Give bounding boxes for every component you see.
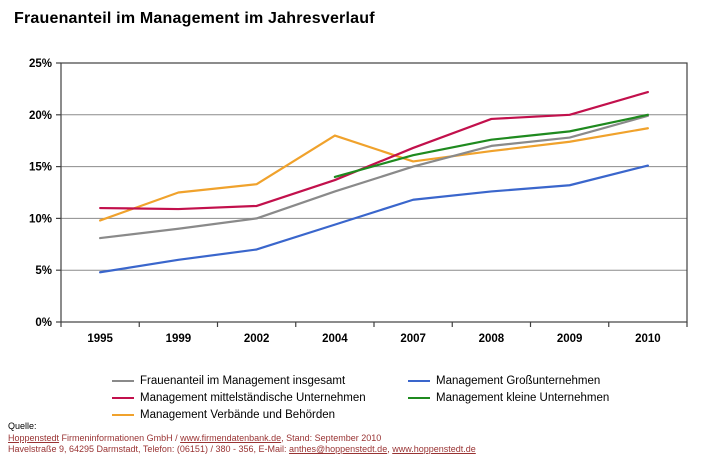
- legend-label: Management Großunternehmen: [436, 375, 601, 387]
- plot-border: [60, 62, 688, 323]
- legend-item: Frauenanteil im Management insgesamt: [112, 375, 400, 387]
- series-line-5: [99, 127, 649, 222]
- footer-text: Havelstraße 9, 64295 Darmstadt, Telefon:…: [8, 444, 289, 454]
- legend-line-swatch-icon: [408, 397, 430, 399]
- source-line-2: Havelstraße 9, 64295 Darmstadt, Telefon:…: [8, 444, 476, 456]
- x-axis-label: 1995: [87, 333, 113, 345]
- chart-legend: Frauenanteil im Management insgesamt Mana…: [112, 375, 609, 421]
- y-axis-label: 10%: [29, 213, 52, 225]
- footer-link[interactable]: anthes@hoppenstedt.de: [288, 444, 388, 454]
- legend-line-swatch-icon: [112, 397, 134, 399]
- source-line-1: Hoppenstedt Firmeninformationen GmbH / w…: [8, 433, 476, 445]
- legend-item: Management Verbände und Behörden: [112, 409, 400, 421]
- x-axis-label: 1999: [166, 333, 192, 345]
- legend-label: Management kleine Unternehmen: [436, 392, 610, 404]
- y-axis-label: 5%: [35, 265, 52, 277]
- x-axis-label: 2004: [322, 333, 348, 345]
- series-line-3: [99, 90, 649, 211]
- x-axis-label: 2008: [479, 333, 505, 345]
- y-axis-label: 25%: [29, 58, 52, 70]
- footer-text: , Stand: September 2010: [281, 432, 382, 443]
- legend-item: Management Großunternehmen: [408, 375, 609, 387]
- footer-link[interactable]: www.hoppenstedt.de: [392, 444, 476, 454]
- footer-link[interactable]: www.firmendatenbank.de: [180, 432, 282, 443]
- x-axis-label: 2010: [635, 333, 661, 345]
- legend-label: Frauenanteil im Management insgesamt: [140, 375, 346, 387]
- legend-item: Management mittelständische Unternehmen: [112, 392, 400, 404]
- series-line-2: [99, 164, 649, 274]
- footer-text: Firmeninformationen GmbH /: [59, 432, 181, 443]
- footer-link[interactable]: Hoppenstedt: [8, 432, 60, 443]
- series-line-1: [99, 114, 649, 240]
- y-axis-label: 20%: [29, 110, 52, 122]
- legend-line-swatch-icon: [408, 380, 430, 382]
- legend-item: Management kleine Unternehmen: [408, 392, 609, 404]
- y-axis-label: 15%: [29, 162, 52, 174]
- source-footer: Quelle: Hoppenstedt Firmeninformationen …: [8, 421, 476, 456]
- footer-text: ,: [387, 444, 393, 454]
- chart-title: Frauenanteil im Management im Jahresverl…: [14, 10, 375, 27]
- legend-label: Management mittelständische Unternehmen: [140, 392, 366, 404]
- legend-label: Management Verbände und Behörden: [140, 409, 336, 421]
- x-axis-label: 2002: [244, 333, 270, 345]
- source-label: Quelle:: [8, 421, 37, 431]
- legend-line-swatch-icon: [112, 380, 134, 382]
- line-chart: 0% 5% 10% 15% 20% 25% 1995 1999 2002 2004 2007 2008…: [29, 58, 688, 345]
- x-axis-label: 2007: [400, 333, 426, 345]
- legend-line-swatch-icon: [112, 414, 134, 416]
- x-axis-label: 2009: [557, 333, 583, 345]
- series-line-4: [333, 113, 649, 179]
- y-axis-label: 0%: [35, 317, 52, 329]
